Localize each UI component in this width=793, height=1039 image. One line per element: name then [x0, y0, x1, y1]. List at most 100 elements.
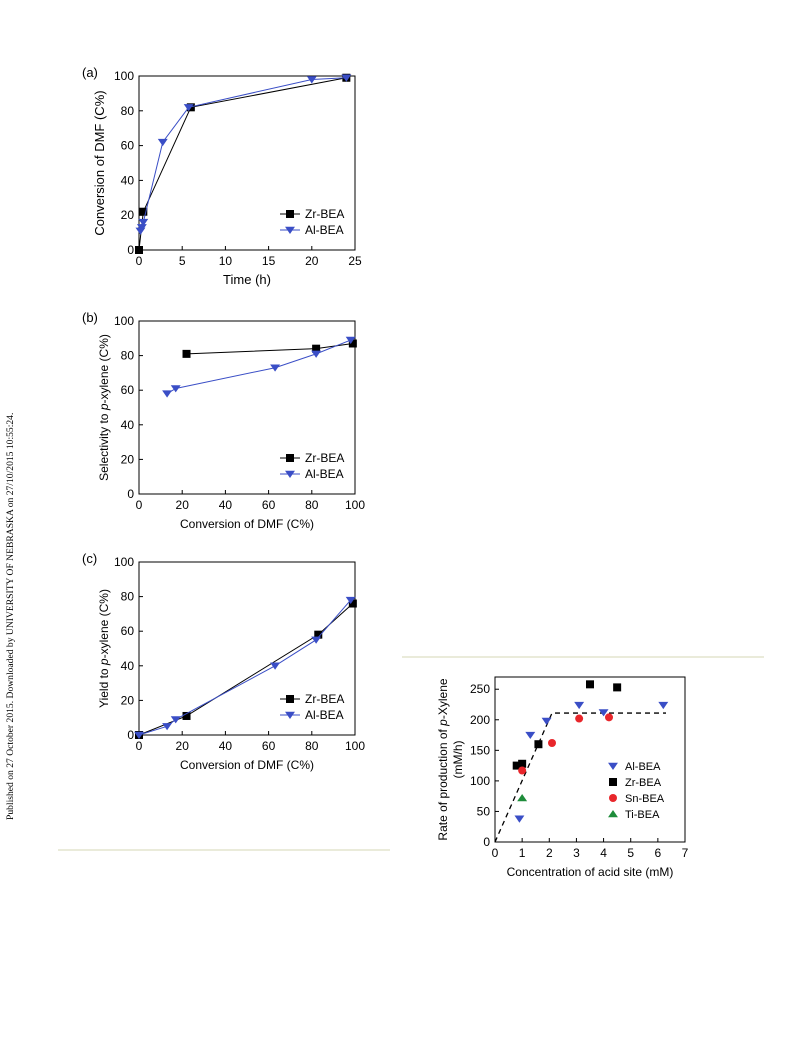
data-point-zr-bea: [586, 680, 594, 689]
data-point-zr-bea: [182, 711, 191, 720]
chart-panel-d: 0 1 2 3 4 5 6 7 0 50 100 150 200 250 Concentration of …: [436, 676, 689, 879]
dashed-fit-line: [494, 712, 666, 843]
y-tick-label: 20: [121, 452, 135, 466]
x-tick-label: 4: [600, 846, 607, 860]
y-tick-label: 0: [483, 835, 490, 849]
y-tick-label: 40: [121, 173, 135, 187]
data-point-al-bea: [341, 74, 352, 82]
x-tick-label: 5: [179, 254, 186, 268]
x-axis-label: Time (h): [223, 272, 271, 287]
legend-marker-zr-bea: [286, 695, 294, 703]
y-tick-label: 60: [121, 139, 135, 153]
download-notice: Published on 27 October 2015. Downloaded…: [5, 413, 16, 820]
data-point-ti-bea: [517, 794, 528, 802]
x-axis-label: Concentration of acid site (mM): [507, 865, 674, 879]
y-tick-label: 100: [114, 69, 134, 83]
chart-panel-b: 0 20 40 60 80 100 0 20 40 60 80 100 Conversion of DM…: [82, 310, 365, 531]
data-point-al-bea: [170, 716, 181, 724]
legend-label-zr-bea: Zr-BEA: [305, 451, 344, 465]
chart-panel-c: 0 20 40 60 80 100 0 20 40 60 80 100 Conversion of DM…: [82, 551, 365, 772]
x-tick-label: 15: [262, 254, 276, 268]
x-tick-label: 40: [219, 498, 233, 512]
data-point-sn-bea: [575, 714, 584, 723]
data-point-al-bea: [541, 717, 552, 725]
y-axis-label-line-1: Rate of production of p-Xylene: [436, 678, 450, 840]
y-tick-label: 100: [114, 314, 134, 328]
x-tick-label: 0: [492, 846, 499, 860]
y-tick-label: 0: [127, 487, 134, 501]
legend-marker-al-bea: [285, 711, 295, 719]
x-axis-label: Conversion of DMF (C%): [180, 758, 314, 772]
plot-frame: [138, 320, 356, 495]
x-axis-label: Conversion of DMF (C%): [180, 517, 314, 531]
x-tick-label: 0: [136, 254, 143, 268]
data-point-al-bea: [134, 731, 144, 739]
panel-label: (a): [82, 65, 98, 80]
x-tick-label: 20: [176, 739, 190, 753]
data-point-zr-bea: [348, 599, 357, 608]
y-tick-label: 60: [121, 624, 135, 638]
panel-label: (b): [82, 310, 98, 325]
legend-marker-al-bea: [285, 470, 295, 478]
series-line-al-bea: [138, 599, 352, 736]
data-point-sn-bea: [548, 739, 556, 747]
panel-label: (c): [82, 551, 97, 566]
x-tick-label: 100: [345, 498, 365, 512]
y-tick-label: 150: [470, 743, 490, 757]
y-tick-label: 100: [470, 774, 490, 788]
y-tick-label: 40: [121, 418, 135, 432]
x-tick-label: 40: [219, 739, 233, 753]
data-point-al-bea: [270, 364, 281, 372]
data-point-zr-bea: [139, 207, 148, 216]
data-point-zr-bea: [534, 740, 543, 749]
plot-frame: [494, 676, 686, 843]
data-point-al-bea: [598, 709, 609, 717]
y-tick-label: 100: [114, 555, 134, 569]
plot-frame: [138, 561, 356, 736]
legend-label-ti-bea: Ti-BEA: [625, 809, 660, 821]
y-tick-label: 200: [470, 713, 490, 727]
y-tick-label: 0: [127, 243, 134, 257]
x-tick-label: 1: [519, 846, 526, 860]
x-tick-label: 0: [136, 739, 143, 753]
legend-label-zr-bea: Zr-BEA: [305, 207, 344, 221]
y-axis-label: Selectivity to p-xylene (C%): [97, 334, 111, 481]
data-point-zr-bea: [182, 349, 191, 358]
x-tick-label: 20: [176, 498, 190, 512]
y-tick-label: 80: [121, 104, 135, 118]
legend-marker-al-bea: [608, 762, 618, 770]
y-tick-label: 20: [121, 208, 135, 222]
legend-label-zr-bea: Zr-BEA: [305, 692, 344, 706]
data-point-al-bea: [157, 138, 168, 147]
data-point-zr-bea: [135, 246, 143, 254]
data-point-zr-bea: [348, 339, 357, 348]
plot-frame: [138, 75, 356, 251]
data-point-al-bea: [525, 731, 536, 740]
y-tick-label: 0: [127, 728, 134, 742]
chart-panel-a: 0 5 10 15 20 25 0 20 40 60 80 100 Time (h) Conversion…: [82, 65, 362, 287]
data-point-al-bea: [138, 218, 149, 227]
y-tick-label: 80: [121, 349, 135, 363]
legend-marker-zr-bea: [286, 454, 294, 462]
data-point-zr-bea: [512, 761, 521, 770]
x-tick-label: 10: [219, 254, 233, 268]
data-point-al-bea: [306, 76, 317, 84]
legend-label-al-bea: Al-BEA: [305, 708, 344, 722]
legend-marker-sn-bea: [609, 794, 617, 802]
y-tick-label: 40: [121, 659, 135, 673]
x-tick-label: 100: [345, 739, 365, 753]
legend-label-al-bea: Al-BEA: [305, 223, 344, 237]
data-point-zr-bea: [518, 759, 527, 768]
x-tick-label: 3: [573, 846, 580, 860]
data-point-al-bea: [162, 723, 173, 731]
y-tick-label: 50: [477, 804, 491, 818]
y-tick-label: 80: [121, 590, 135, 604]
data-point-al-bea: [345, 596, 356, 605]
data-point-zr-bea: [312, 344, 321, 353]
y-axis-label-line-2: (mM/h): [451, 741, 465, 779]
download-notice-text: Published on 27 October 2015. Downloaded…: [5, 413, 16, 820]
x-tick-label: 60: [262, 739, 276, 753]
x-tick-label: 0: [136, 498, 143, 512]
data-point-al-bea: [183, 104, 194, 112]
legend-marker-ti-bea: [608, 810, 618, 818]
